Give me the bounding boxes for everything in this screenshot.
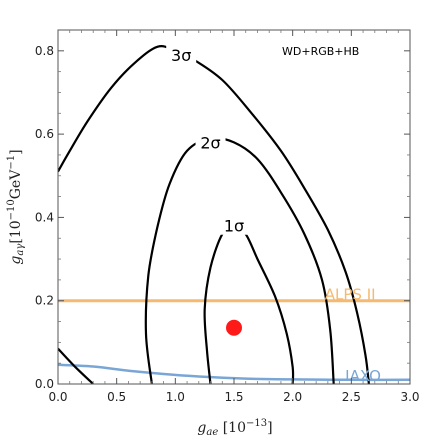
y-tick-label: 0.6 xyxy=(35,127,54,141)
contour-label-1sigma: 1σ xyxy=(224,217,244,236)
contour-3sigma-lower-branch xyxy=(58,347,94,384)
y-tick-label: 0.2 xyxy=(35,294,54,308)
contour-label-bg-3sigma xyxy=(166,44,197,64)
contour-2sigma xyxy=(144,136,335,384)
x-axis-label: gae [10−13] xyxy=(197,418,272,438)
x-tick-label: 1.0 xyxy=(166,390,185,404)
y-axis-label-text: gaγ[10−10GeV−1] xyxy=(6,149,26,264)
contour-label-2sigma: 2σ xyxy=(200,133,220,152)
x-tick-label: 3.0 xyxy=(400,390,419,404)
best-fit-point xyxy=(226,319,242,336)
label-iaxo: IAXO xyxy=(345,367,381,385)
y-tick-label: 0.0 xyxy=(35,377,54,391)
contour-3sigma xyxy=(58,45,370,384)
y-tick-label: 0.8 xyxy=(35,44,54,58)
x-tick-label: 2.0 xyxy=(283,390,302,404)
contour-label-3sigma: 3σ xyxy=(171,46,191,65)
y-tick-label: 0.4 xyxy=(35,210,54,224)
label-alps-ii: ALPS II xyxy=(325,286,376,304)
x-tick-label: 1.5 xyxy=(224,390,243,404)
x-axis-label-text: gae [10−13] xyxy=(197,418,272,438)
x-tick-label: 0.5 xyxy=(107,390,126,404)
tick-layer: 0.0 0.5 1.0 1.5 2.0 2.5 3.0 0.0 0.2 0.4 0.6 0.8 xyxy=(35,30,420,404)
y-axis-label: gaγ[10−10GeV−1] xyxy=(6,149,26,264)
chart-content-layer: 3σ 2σ 1σ ALPS II IAXO xyxy=(58,44,410,385)
contour-label-bg-1sigma xyxy=(219,215,249,235)
contour-label-bg-2sigma xyxy=(195,132,226,152)
x-tick-label: 0.0 xyxy=(48,390,67,404)
chart-annotation: WD+RGB+HB xyxy=(282,45,359,58)
contour-1sigma xyxy=(203,224,295,384)
x-tick-label: 2.5 xyxy=(342,390,361,404)
